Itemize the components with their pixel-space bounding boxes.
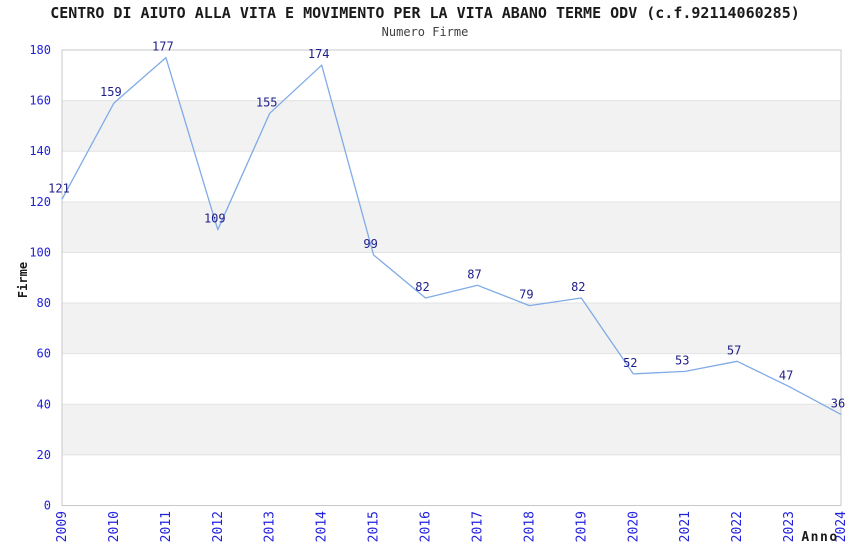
gridlines bbox=[62, 100, 841, 456]
data-label: 109 bbox=[204, 212, 226, 226]
chart-title: CENTRO DI AIUTO ALLA VITA E MOVIMENTO PE… bbox=[50, 4, 800, 22]
x-tick-label: 2020 bbox=[626, 511, 641, 542]
x-axis-title: Anno bbox=[801, 530, 838, 545]
series-line bbox=[61, 56, 842, 415]
background-bands bbox=[62, 100, 841, 455]
data-label: 159 bbox=[100, 85, 122, 99]
x-tick-label: 2012 bbox=[211, 511, 226, 542]
data-label: 53 bbox=[675, 353, 689, 367]
data-label: 82 bbox=[571, 280, 585, 294]
data-label: 36 bbox=[831, 396, 845, 410]
x-tick-label: 2024 bbox=[834, 511, 849, 542]
data-label: 99 bbox=[363, 237, 377, 251]
data-label: 52 bbox=[623, 356, 637, 370]
point-labels: 121 159 177 109 155 174 99 82 87 79 82 52 53 57 47 36 bbox=[48, 40, 845, 411]
x-tick-label: 2022 bbox=[730, 511, 745, 542]
x-tick-label: 2015 bbox=[367, 511, 382, 542]
data-label: 155 bbox=[256, 95, 278, 109]
band bbox=[62, 303, 841, 354]
plot-border bbox=[61, 49, 842, 506]
x-tick-label: 2010 bbox=[107, 511, 122, 542]
data-label: 47 bbox=[779, 369, 793, 383]
x-tick-label: 2021 bbox=[678, 511, 693, 542]
x-tick-label: 2019 bbox=[574, 511, 589, 542]
y-tick-label: 80 bbox=[37, 296, 51, 310]
x-tick-label: 2014 bbox=[315, 511, 330, 542]
y-tick-label: 180 bbox=[29, 43, 51, 57]
x-tick-label: 2013 bbox=[263, 511, 278, 542]
data-label: 82 bbox=[415, 280, 429, 294]
data-label: 174 bbox=[308, 47, 330, 61]
data-label: 57 bbox=[727, 343, 741, 357]
x-axis-tick-labels: 2009 2010 2011 2012 2013 2014 2015 2016 2017 2018… bbox=[55, 511, 849, 542]
y-tick-label: 160 bbox=[29, 94, 51, 108]
y-tick-label: 100 bbox=[29, 245, 51, 259]
y-tick-label: 20 bbox=[37, 448, 51, 462]
y-tick-label: 140 bbox=[29, 144, 51, 158]
y-tick-label: 60 bbox=[37, 347, 51, 361]
x-tick-label: 2009 bbox=[55, 511, 70, 542]
y-tick-label: 40 bbox=[37, 397, 51, 411]
band bbox=[62, 201, 841, 253]
x-tick-label: 2011 bbox=[159, 511, 174, 542]
y-axis-tick-labels: 0 20 40 60 80 100 120 140 160 180 bbox=[29, 43, 51, 513]
y-tick-label: 120 bbox=[29, 195, 51, 209]
x-tick-label: 2017 bbox=[471, 511, 486, 542]
x-tick-label: 2018 bbox=[522, 511, 537, 542]
band bbox=[62, 404, 841, 455]
y-tick-label: 0 bbox=[44, 499, 51, 513]
data-label: 177 bbox=[152, 40, 174, 54]
band bbox=[62, 100, 841, 152]
x-tick-label: 2016 bbox=[419, 511, 434, 542]
data-label: 121 bbox=[48, 181, 70, 195]
series-layer bbox=[61, 56, 842, 415]
x-tick-label: 2023 bbox=[782, 511, 797, 542]
y-axis-title: Firme bbox=[16, 262, 30, 298]
data-label: 87 bbox=[467, 267, 481, 281]
data-label: 79 bbox=[519, 288, 533, 302]
chart-subtitle: Numero Firme bbox=[381, 25, 469, 39]
